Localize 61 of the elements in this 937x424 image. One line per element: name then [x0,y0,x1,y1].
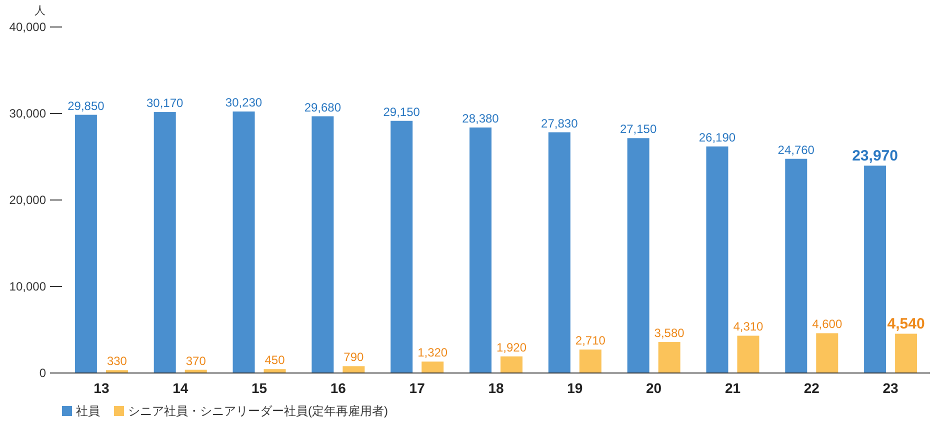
y-tick-label: 30,000 [9,106,46,120]
bar [312,116,334,373]
bar [548,132,570,373]
bar [895,334,918,373]
data-label: 4,540 [887,316,925,333]
y-tick-label: 40,000 [9,20,46,34]
data-label: 26,190 [698,130,736,144]
bar [627,138,650,373]
data-label: 27,150 [620,122,657,136]
bar [500,356,522,373]
data-label: 1,320 [418,346,448,360]
data-label: 30,170 [146,96,184,110]
bar [74,114,97,373]
data-label: 29,150 [383,104,420,119]
x-tick-label: 23 [882,380,899,396]
data-label: 4,310 [733,320,764,334]
data-label: 790 [344,350,364,364]
bar [737,336,760,373]
legend-label: シニア社員・シニアリーダー社員(定年再雇用者) [128,404,388,418]
y-tick-label: 0 [39,366,46,380]
bar [864,166,886,373]
data-label: 27,830 [541,116,578,130]
data-label: 29,850 [68,98,105,113]
data-label: 24,760 [778,142,815,157]
x-tick-label: 18 [488,380,504,396]
bar [342,366,365,373]
x-tick-label: 17 [409,380,426,396]
x-tick-label: 14 [172,380,188,396]
x-tick-label: 13 [94,380,110,396]
bar [264,369,286,373]
bar [422,362,444,373]
x-tick-label: 19 [567,380,583,396]
bar [785,158,808,373]
bar [232,112,255,373]
data-label: 3,580 [654,326,685,340]
data-label: 2,710 [575,334,606,348]
y-tick-label: 20,000 [9,193,46,207]
bar [658,342,680,373]
y-tick-label: 10,000 [9,280,46,294]
data-label: 1,920 [496,340,527,354]
bar [706,146,728,373]
data-label: 450 [264,353,286,368]
data-label: 23,970 [852,148,898,165]
x-tick-label: 22 [804,380,820,396]
x-tick-label: 21 [724,380,741,396]
y-axis-title: 人 [34,5,46,17]
legend-label: 社員 [76,404,100,418]
x-tick-label: 20 [646,380,662,396]
bar [390,120,413,373]
data-label: 330 [106,354,128,368]
bar [579,350,602,373]
x-tick-label: 16 [330,380,346,396]
bar [816,333,838,373]
bar [470,128,492,373]
data-label: 28,380 [462,112,500,126]
data-label: 30,230 [225,96,262,110]
bar [154,112,176,373]
data-label: 29,680 [304,100,342,114]
x-tick-label: 15 [251,380,268,396]
data-label: 370 [186,354,206,368]
data-label: 4,600 [812,317,842,332]
